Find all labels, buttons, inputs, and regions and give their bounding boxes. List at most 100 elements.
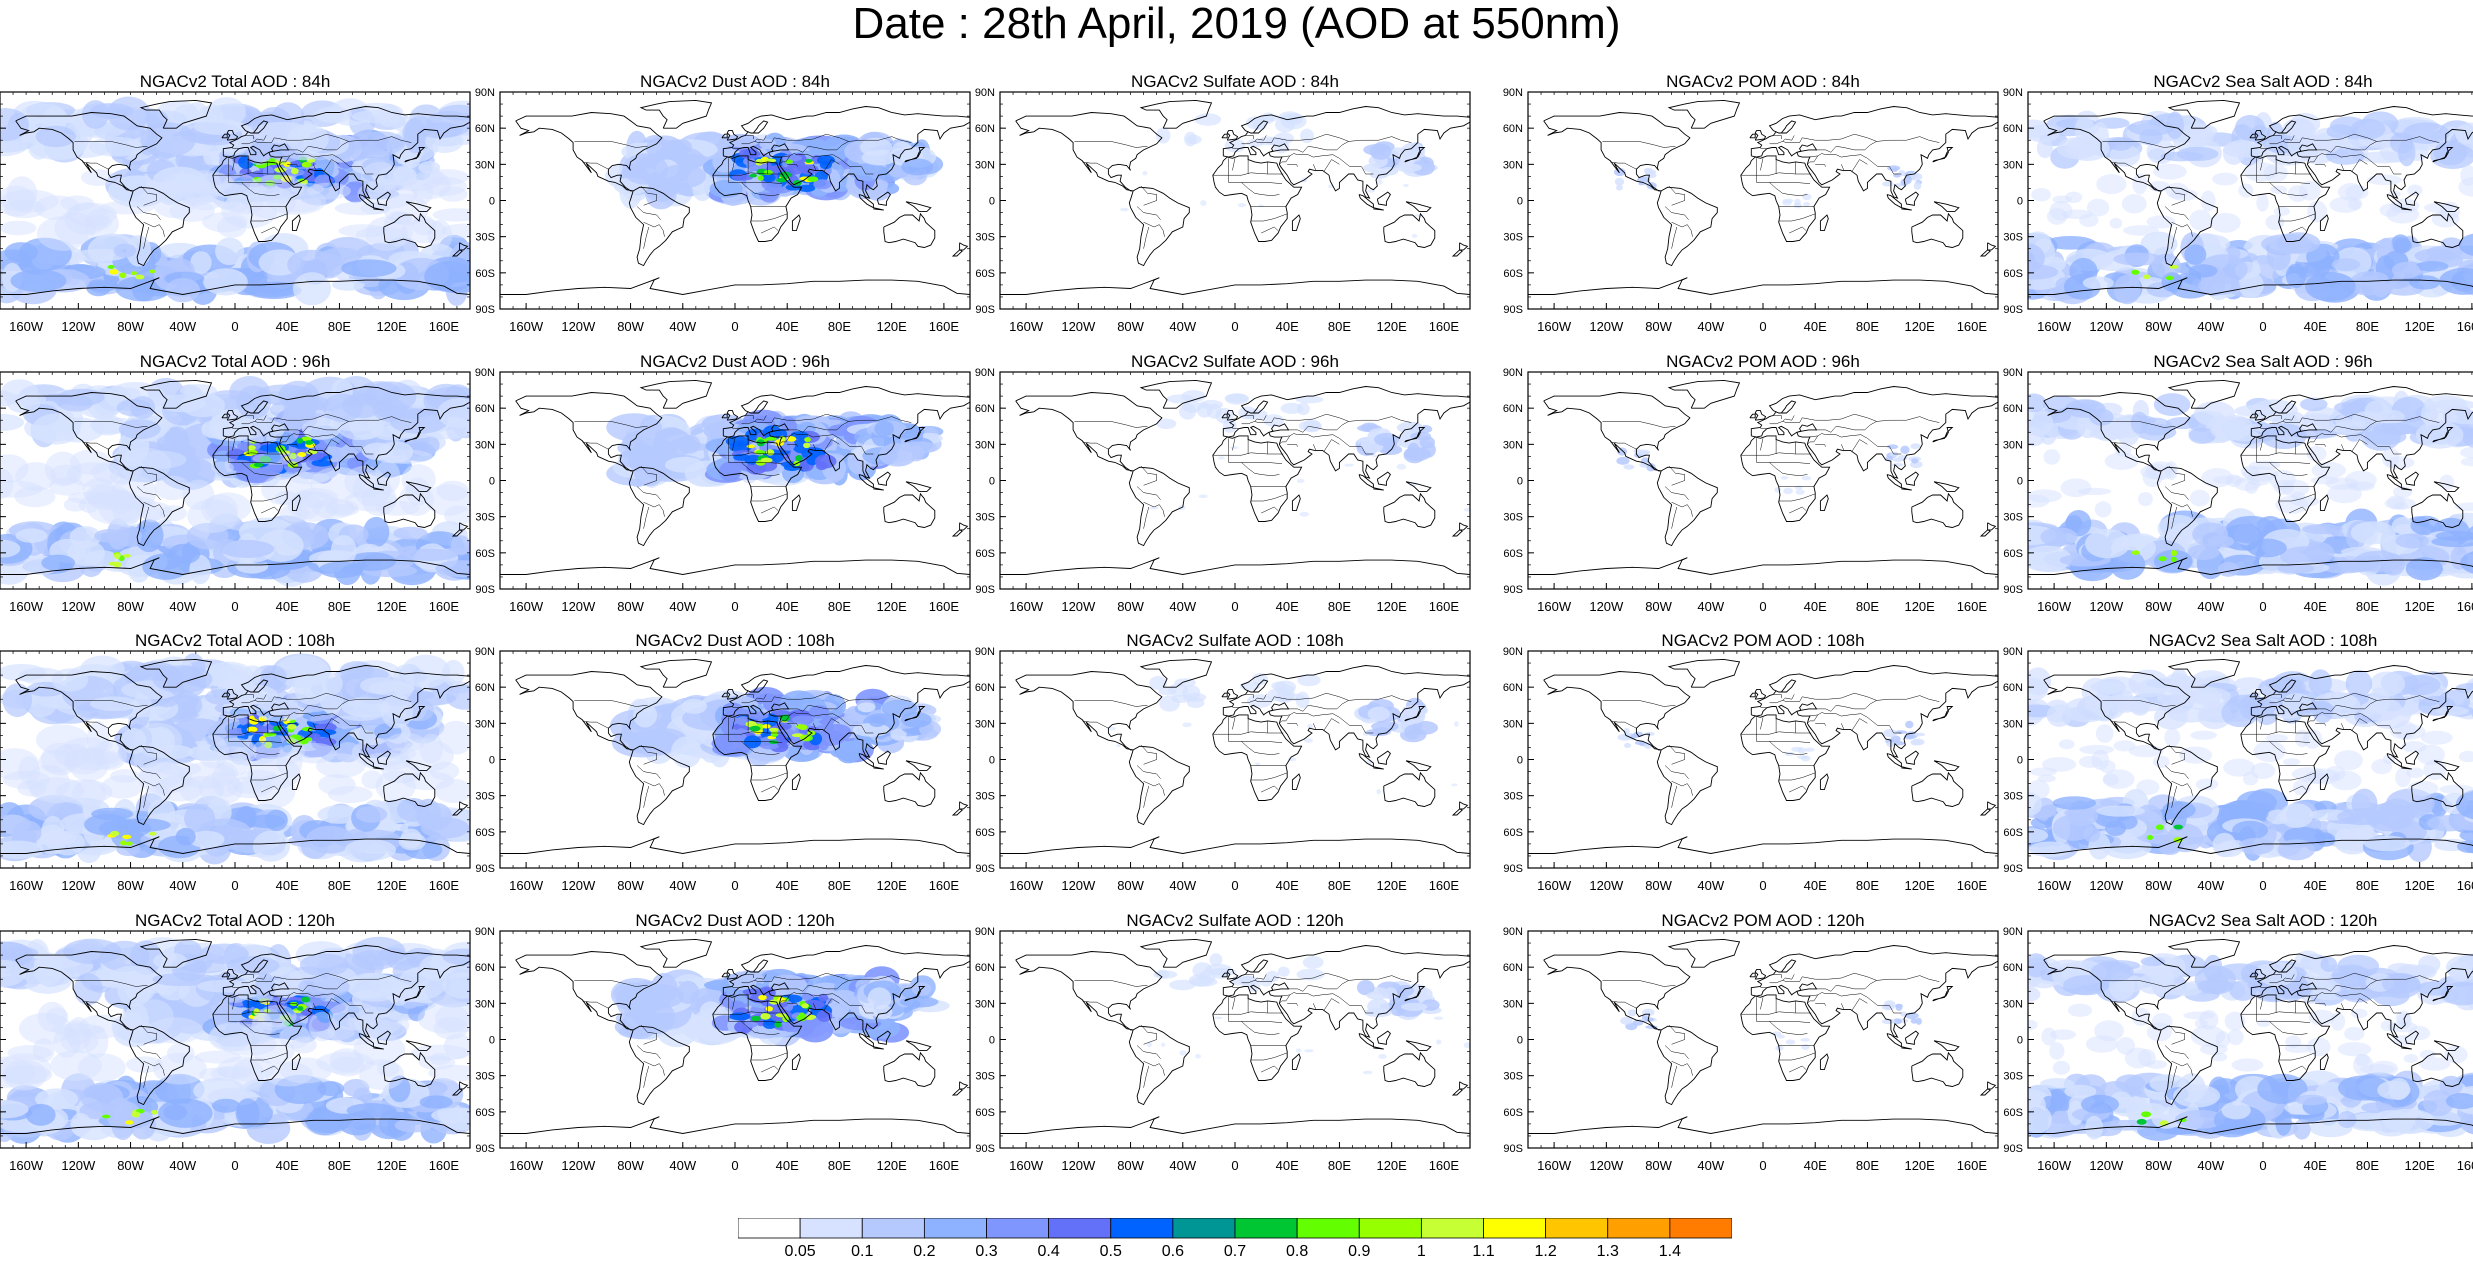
lon-tick-label: 160W bbox=[1537, 1158, 1572, 1173]
lat-tick-label: 90S bbox=[1503, 584, 1523, 596]
colorbar-label: 1.3 bbox=[1597, 1243, 1619, 1258]
lon-tick-label: 40W bbox=[1697, 878, 1724, 893]
lat-tick-label: 30S bbox=[2003, 1071, 2023, 1083]
lon-tick-label: 120E bbox=[876, 878, 907, 893]
lon-tick-label: 0 bbox=[1231, 878, 1238, 893]
map-frame bbox=[1527, 371, 1999, 590]
lon-tick-label: 40E bbox=[776, 599, 799, 614]
aod-field bbox=[1617, 720, 1926, 762]
lon-tick-label: 0 bbox=[731, 1158, 738, 1173]
lon-tick-label: 120E bbox=[376, 1158, 407, 1173]
lon-tick-label: 40E bbox=[776, 878, 799, 893]
lat-tick-label: 60S bbox=[475, 268, 495, 280]
lat-tick-label: 90S bbox=[2003, 863, 2023, 875]
lon-tick-label: 120W bbox=[61, 878, 96, 893]
lat-tick-label: 30S bbox=[475, 232, 495, 244]
lon-tick-label: 160E bbox=[1429, 599, 1460, 614]
lat-tick-label: 90N bbox=[975, 646, 995, 658]
lat-tick-label: 30N bbox=[475, 718, 495, 730]
lat-tick-label: 30S bbox=[1503, 512, 1523, 524]
lon-tick-label: 0 bbox=[2259, 599, 2266, 614]
figure-title: Date : 28th April, 2019 (AOD at 550nm) bbox=[852, 0, 1621, 48]
lat-tick-label: 60S bbox=[475, 1107, 495, 1119]
lon-tick-label: 40W bbox=[2197, 878, 2224, 893]
lat-tick-label: 60N bbox=[475, 962, 495, 974]
aod-field bbox=[2028, 667, 2473, 863]
lon-tick-label: 80W bbox=[117, 878, 144, 893]
lon-tick-label: 160W bbox=[1537, 319, 1572, 334]
lon-tick-label: 80E bbox=[2356, 319, 2379, 334]
lon-tick-label: 80E bbox=[828, 878, 851, 893]
map-panel-pom-96h: NGACv2 POM AOD : 96h 90N 60N 30N 0 30S 60S 90S 1… bbox=[1503, 352, 1999, 662]
lat-tick-label: 60S bbox=[975, 268, 995, 280]
colorbar-swatch bbox=[1545, 1218, 1609, 1239]
map-frame bbox=[999, 91, 1471, 310]
coastlines bbox=[1528, 99, 1998, 295]
lon-tick-label: 80E bbox=[1328, 878, 1351, 893]
lat-tick-label: 30N bbox=[475, 159, 495, 171]
lon-tick-label: 40W bbox=[1169, 319, 1196, 334]
lat-tick-label: 60N bbox=[475, 123, 495, 135]
lon-tick-label: 160E bbox=[1957, 1158, 1988, 1173]
lon-tick-label: 40W bbox=[669, 878, 696, 893]
lon-tick-label: 160E bbox=[1957, 319, 1988, 334]
lon-tick-label: 160W bbox=[509, 878, 544, 893]
lon-tick-label: 160W bbox=[9, 599, 44, 614]
coastlines bbox=[0, 99, 470, 295]
colorbar-label: 1.2 bbox=[1535, 1243, 1557, 1258]
lon-tick-label: 160W bbox=[1009, 878, 1044, 893]
map-panel-dust-96h: NGACv2 Dust AOD : 96h 90N 60N 30N 0 30S 60S 90S… bbox=[475, 352, 971, 662]
aod-field bbox=[0, 375, 470, 587]
panel-title: NGACv2 Dust AOD : 96h bbox=[640, 352, 830, 371]
lon-tick-label: 160E bbox=[929, 319, 960, 334]
lon-tick-label: 0 bbox=[1231, 319, 1238, 334]
lat-tick-label: 90N bbox=[475, 367, 495, 379]
coastlines bbox=[2028, 379, 2473, 575]
lon-tick-label: 80E bbox=[328, 878, 351, 893]
lon-tick-label: 160W bbox=[1009, 319, 1044, 334]
lon-tick-label: 80E bbox=[828, 319, 851, 334]
lat-tick-label: 90N bbox=[2003, 87, 2023, 99]
map-panel-sulfate-96h: NGACv2 Sulfate AOD : 96h 90N 60N 30N 0 30S 60S… bbox=[975, 352, 1471, 662]
coastlines bbox=[0, 938, 470, 1134]
lat-tick-label: 0 bbox=[2017, 476, 2023, 488]
lon-tick-label: 80W bbox=[117, 1158, 144, 1173]
lon-tick-label: 40E bbox=[1804, 878, 1827, 893]
lon-tick-label: 160E bbox=[2457, 878, 2473, 893]
map-area: 90N 60N 30N 0 30S 60S 90S 160W 120W 80W 40W 0 40E 80E… bbox=[1503, 87, 1999, 334]
map-frame bbox=[1527, 930, 1999, 1149]
lon-tick-label: 40W bbox=[169, 599, 196, 614]
lon-tick-label: 40E bbox=[1276, 1158, 1299, 1173]
lon-tick-label: 40W bbox=[2197, 599, 2224, 614]
colorbar-swatch bbox=[1607, 1218, 1671, 1239]
lat-tick-label: 90S bbox=[475, 863, 495, 875]
lon-tick-label: 40W bbox=[669, 319, 696, 334]
lon-tick-label: 40E bbox=[1804, 319, 1827, 334]
lat-tick-label: 90S bbox=[2003, 304, 2023, 316]
lon-tick-label: 120E bbox=[376, 878, 407, 893]
lon-tick-label: 40W bbox=[1697, 1158, 1724, 1173]
colorbar-label: 0.1 bbox=[851, 1243, 873, 1258]
coastlines bbox=[0, 658, 470, 854]
colorbar-label: 0.2 bbox=[913, 1243, 935, 1258]
lon-tick-label: 120E bbox=[1904, 1158, 1935, 1173]
lat-tick-label: 30S bbox=[475, 791, 495, 803]
colorbar-swatch bbox=[799, 1218, 863, 1239]
aod-field bbox=[0, 936, 470, 1144]
lon-tick-label: 0 bbox=[1231, 599, 1238, 614]
lat-tick-label: 0 bbox=[2017, 755, 2023, 767]
coastlines bbox=[1000, 99, 1470, 295]
lat-tick-label: 0 bbox=[989, 1035, 995, 1047]
lon-tick-label: 40E bbox=[2304, 319, 2327, 334]
lon-tick-label: 0 bbox=[1759, 319, 1766, 334]
colorbar-label: 0.6 bbox=[1162, 1243, 1184, 1258]
colorbar-swatch bbox=[1358, 1218, 1422, 1239]
lat-tick-label: 90N bbox=[975, 87, 995, 99]
lat-tick-label: 90S bbox=[975, 1143, 995, 1155]
lon-tick-label: 120W bbox=[561, 599, 596, 614]
colorbar-swatch bbox=[1420, 1218, 1484, 1239]
lat-tick-label: 90S bbox=[475, 304, 495, 316]
colorbar-swatch bbox=[1483, 1218, 1547, 1239]
lon-tick-label: 80W bbox=[1645, 878, 1672, 893]
lon-tick-label: 80E bbox=[328, 319, 351, 334]
